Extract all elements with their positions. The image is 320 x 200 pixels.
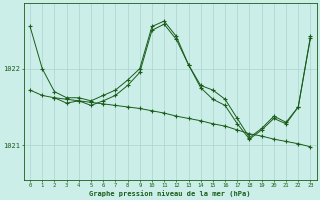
X-axis label: Graphe pression niveau de la mer (hPa): Graphe pression niveau de la mer (hPa) [90, 190, 251, 197]
